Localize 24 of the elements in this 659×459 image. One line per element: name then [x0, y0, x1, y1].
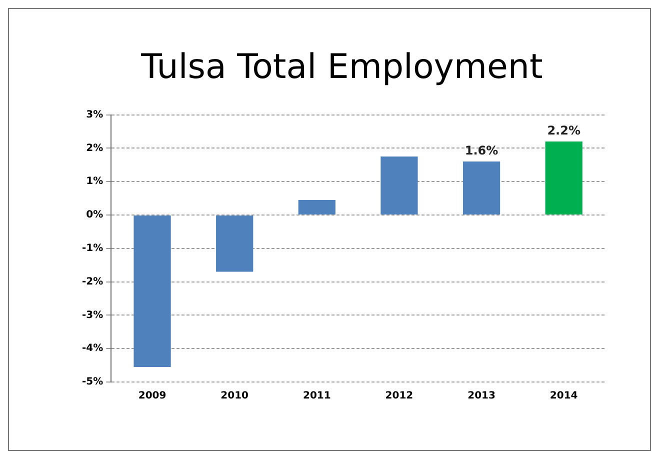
y-tick-label: 1% [86, 176, 104, 188]
y-tick-label: -3% [82, 310, 104, 321]
bar [298, 200, 336, 214]
x-tick-label: 2009 [138, 390, 166, 402]
x-tick-label: 2010 [220, 390, 249, 402]
bar [380, 156, 418, 214]
data-label: 2.2% [547, 124, 580, 138]
x-tick-label: 2014 [550, 390, 578, 402]
x-tick-label: 2011 [302, 390, 331, 402]
y-tick-label: -5% [82, 376, 104, 388]
data-label: 1.6% [464, 144, 498, 158]
y-tick-label: 3% [86, 109, 104, 120]
y-tick-label: 2% [86, 142, 104, 154]
bar [462, 162, 500, 214]
x-tick-label: 2013 [468, 390, 496, 402]
x-tick-label: 2012 [385, 390, 414, 402]
bar [545, 142, 582, 214]
bar [134, 216, 171, 367]
y-tick-label: -2% [82, 276, 104, 288]
y-tick-label: 0% [86, 210, 104, 221]
y-tick-label: -4% [82, 343, 104, 354]
bar [216, 216, 254, 272]
y-tick-label: -1% [82, 242, 104, 254]
chart-title: Tulsa Total Employment [140, 47, 543, 88]
